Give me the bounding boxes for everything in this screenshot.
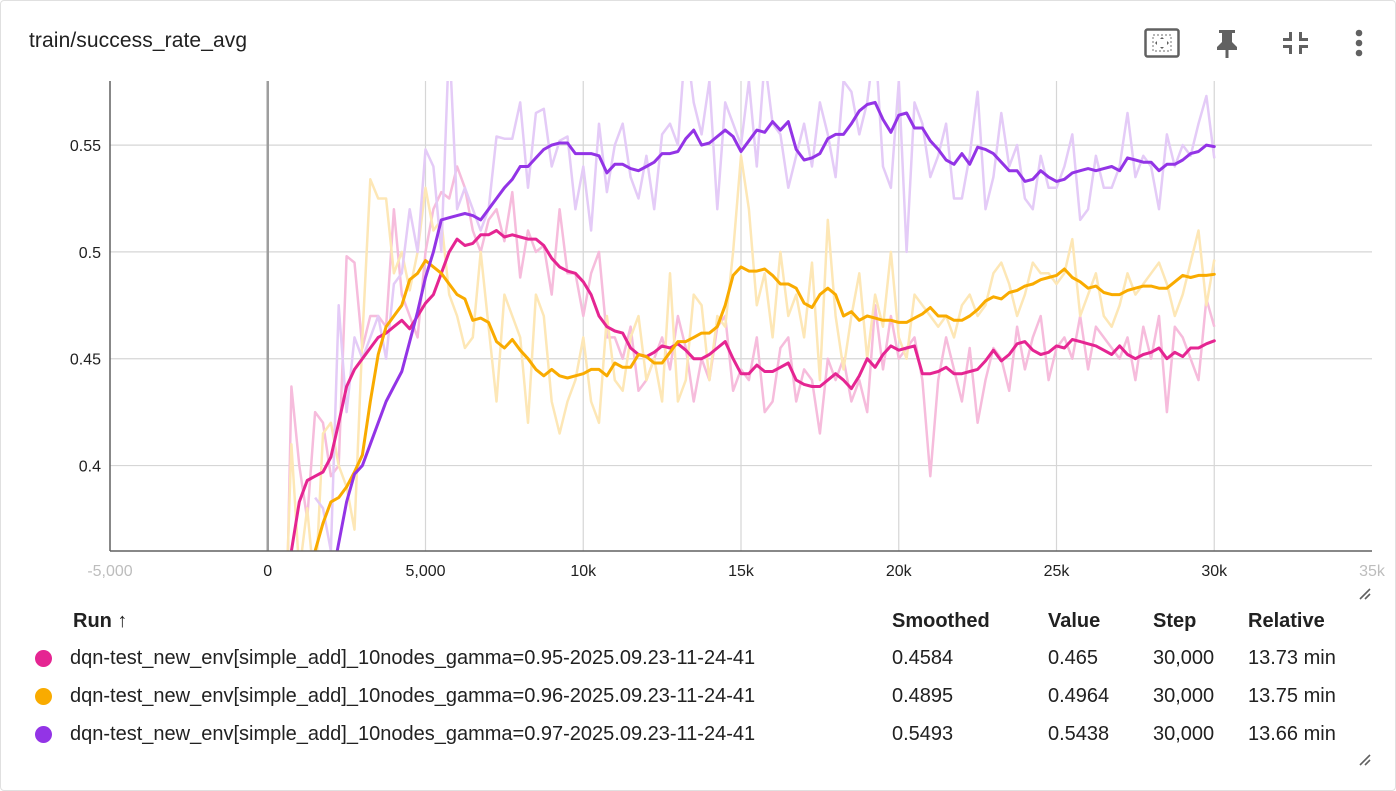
run-column-header[interactable]: Run ↑ — [73, 609, 128, 632]
value-column-header[interactable]: Value — [1048, 609, 1101, 632]
smoothed-series-line-1 — [313, 259, 1216, 551]
table-row[interactable]: dqn-test_new_env[simple_add]_10nodes_gam… — [29, 677, 1358, 715]
pin-button[interactable] — [1207, 23, 1247, 63]
step-cell: 30,000 — [1153, 646, 1215, 669]
x-tick-label: 0 — [263, 563, 272, 580]
raw-series-line-2 — [314, 81, 1216, 551]
card-title: train/success_rate_avg — [29, 29, 248, 52]
x-tick-label: 10k — [570, 563, 597, 580]
step-cell: 30,000 — [1153, 722, 1215, 745]
x-tick-label: -5,000 — [87, 563, 132, 580]
y-tick-label: 0.4 — [79, 459, 101, 476]
step-cell: 30,000 — [1153, 684, 1215, 707]
more-options-button[interactable] — [1339, 23, 1379, 63]
table-row[interactable]: dqn-test_new_env[simple_add]_10nodes_gam… — [29, 639, 1358, 677]
more-vert-icon — [1355, 29, 1363, 57]
chart-axes — [109, 81, 1372, 552]
collapse-button[interactable] — [1274, 23, 1314, 63]
collapse-icon — [1283, 32, 1308, 54]
relative-cell: 13.73 min — [1248, 646, 1336, 669]
run-color-swatch[interactable] — [35, 687, 52, 705]
run-name: dqn-test_new_env[simple_add]_10nodes_gam… — [70, 684, 756, 707]
smoothed-series-line-0 — [289, 229, 1216, 551]
resize-handle-icon[interactable] — [1358, 587, 1372, 601]
x-tick-label: 25k — [1044, 563, 1071, 580]
y-tick-label: 0.45 — [70, 352, 101, 369]
smoothed-column-header[interactable]: Smoothed — [892, 609, 990, 632]
smoothed-series-line-2 — [335, 100, 1216, 551]
run-name: dqn-test_new_env[simple_add]_10nodes_gam… — [70, 722, 756, 745]
run-color-swatch[interactable] — [35, 649, 52, 667]
value-cell: 0.4964 — [1048, 684, 1110, 707]
y-tick-label: 0.5 — [79, 245, 101, 262]
runs-table: Run ↑ Smoothed Value Step Relative dqn-t… — [29, 603, 1358, 753]
relative-column-header[interactable]: Relative — [1248, 609, 1325, 632]
table-row[interactable]: dqn-test_new_env[simple_add]_10nodes_gam… — [29, 715, 1358, 753]
value-cell: 0.465 — [1048, 646, 1099, 669]
value-cell: 0.5438 — [1048, 722, 1110, 745]
fit-domain-button[interactable] — [1142, 23, 1182, 63]
x-tick-label: 20k — [886, 563, 913, 580]
step-column-header[interactable]: Step — [1153, 609, 1197, 632]
smoothed-cell: 0.4895 — [892, 684, 954, 707]
x-tick-label: 30k — [1201, 563, 1228, 580]
relative-cell: 13.66 min — [1248, 722, 1336, 745]
raw-series-line-0 — [286, 165, 1216, 551]
smoothed-cell: 0.5493 — [892, 722, 954, 745]
y-tick-label: 0.55 — [70, 138, 101, 155]
run-color-swatch[interactable] — [35, 725, 52, 743]
table-header-row: Run ↑ Smoothed Value Step Relative — [29, 603, 1358, 639]
fit-domain-icon — [1144, 28, 1180, 58]
run-name: dqn-test_new_env[simple_add]_10nodes_gam… — [70, 646, 756, 669]
pin-icon — [1217, 30, 1237, 58]
tick-labels: 0.4 0.45 0.5 0.55 -5,000 0 5,000 10k 15k 20k 25k 30… — [70, 138, 1386, 580]
x-tick-label: 35k — [1359, 563, 1386, 580]
table-resize-handle-icon[interactable] — [1358, 753, 1372, 767]
smoothed-cell: 0.4584 — [892, 646, 954, 669]
line-chart[interactable]: 0.4 0.45 0.5 0.55 -5,000 0 5,000 10k 15k 20k 25k 30… — [1, 1, 1396, 601]
x-tick-label: 5,000 — [405, 563, 445, 580]
smoothed-series-layer — [289, 100, 1216, 551]
relative-cell: 13.75 min — [1248, 684, 1336, 707]
x-tick-label: 15k — [728, 563, 755, 580]
raw-series-layer — [286, 81, 1216, 551]
